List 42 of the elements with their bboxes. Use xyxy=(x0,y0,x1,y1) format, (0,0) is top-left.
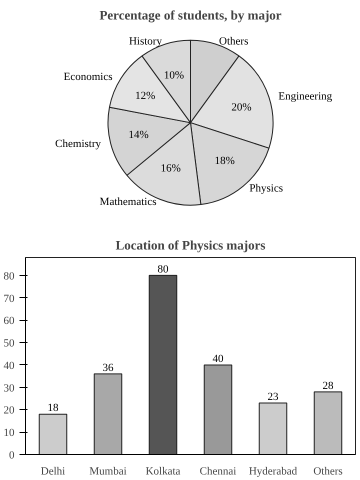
data-label: 18 xyxy=(48,402,59,414)
y-tick-label: 30 xyxy=(4,382,15,394)
data-label: 16% xyxy=(160,162,181,175)
data-label: 12% xyxy=(135,90,156,102)
slice-label: Chemistry xyxy=(55,138,102,150)
bar xyxy=(314,391,342,454)
y-tick-label: 60 xyxy=(4,315,15,328)
y-tick-label: 20 xyxy=(4,404,15,417)
bar xyxy=(148,274,178,454)
y-tick-label: 10 xyxy=(4,427,15,440)
x-tick-label: Others xyxy=(313,466,343,478)
y-tick-label: 80 xyxy=(4,270,15,282)
y-tick-label: 70 xyxy=(4,292,15,305)
y-tick-label: 0 xyxy=(9,450,15,462)
slice-label: Engineering xyxy=(278,90,333,102)
x-tick-label: Hyderabad xyxy=(248,466,298,478)
y-tick-label: 50 xyxy=(4,338,15,350)
chart-title: Percentage of students, by major xyxy=(99,8,282,22)
bar xyxy=(204,364,232,454)
data-label: 28 xyxy=(322,380,334,392)
data-label: 20% xyxy=(231,101,252,114)
bar xyxy=(258,402,288,454)
chart-title: Location of Physics majors xyxy=(116,238,266,252)
slice-label: Economics xyxy=(64,70,112,83)
slice-label: Others xyxy=(219,36,248,48)
x-tick-label: Delhi xyxy=(40,466,66,478)
data-label: 10% xyxy=(164,70,184,82)
data-label: 36 xyxy=(102,362,114,374)
data-label: 40 xyxy=(212,352,224,365)
y-tick-label: 40 xyxy=(4,360,15,372)
data-label: 18% xyxy=(214,154,235,167)
slice-label: Physics xyxy=(249,182,284,194)
data-label: 23 xyxy=(268,391,279,404)
data-label: 14% xyxy=(128,129,149,141)
data-label: 80 xyxy=(158,263,169,276)
bar xyxy=(94,373,122,454)
bar xyxy=(38,414,68,454)
slice-label: Mathematics xyxy=(100,196,156,208)
x-tick-label: Chennai xyxy=(200,466,236,478)
slice-label: History xyxy=(128,36,162,48)
x-tick-label: Mumbai xyxy=(89,466,127,478)
x-tick-label: Kolkata xyxy=(146,466,181,478)
